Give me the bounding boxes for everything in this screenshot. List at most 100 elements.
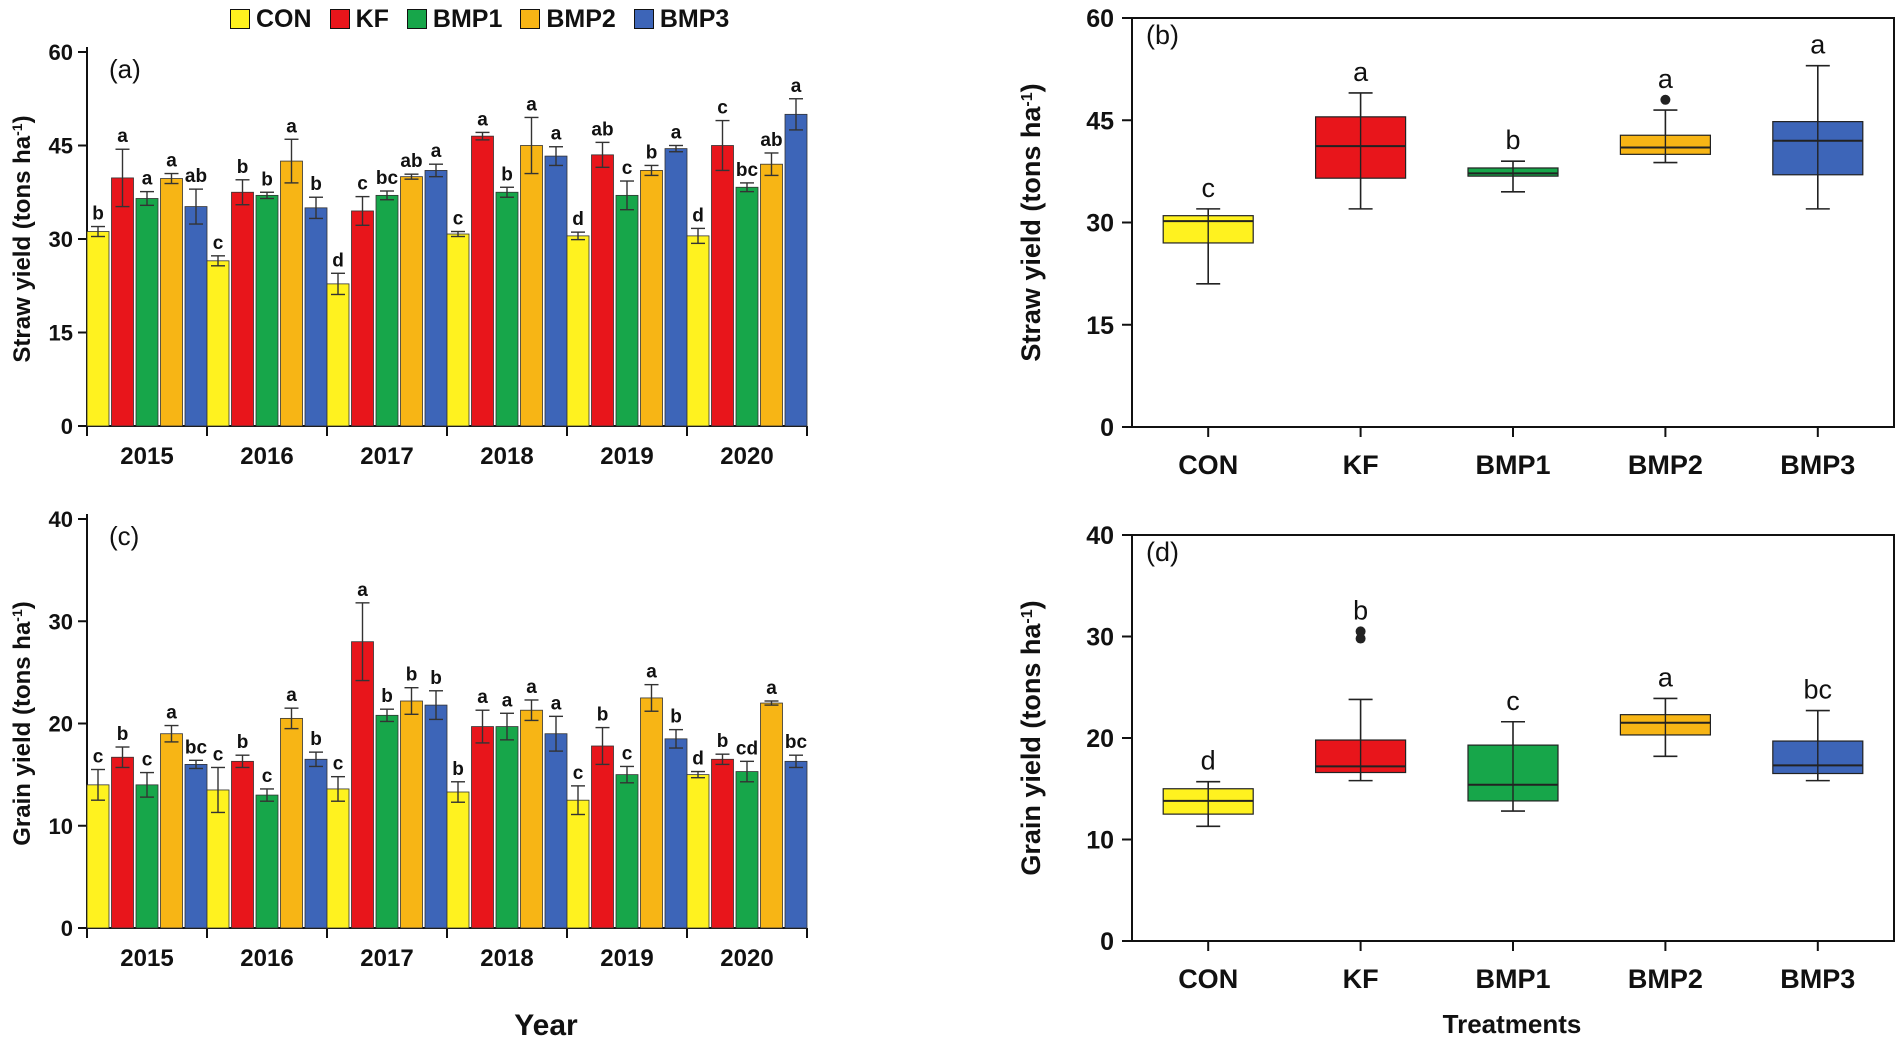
panel-c-bar-bmp2-2015 (160, 733, 183, 929)
legend-swatch-bmp1 (406, 9, 427, 29)
panel-c-sig-label-bmp1-2020: cd (736, 738, 758, 759)
panel-c-bar-bmp1-2019 (615, 774, 639, 929)
panel-b-x-tick-label-kf: KF (1343, 450, 1379, 480)
panel-d-x-tick-label-bmp3: BMP3 (1780, 964, 1855, 994)
panel-b-sig-label-bmp1: b (1505, 125, 1520, 155)
panel-a-bar-bmp1-2019 (615, 194, 639, 427)
panel-a-sig-label-kf-2015: a (117, 126, 128, 147)
panel-a-bar-bmp3-2016 (304, 207, 328, 427)
x-axis-title-treatments: Treatments (1443, 1009, 1582, 1039)
legend-label-kf: KF (355, 4, 389, 33)
panel-a-y-tick-label-15: 15 (49, 321, 73, 346)
panel-c-y-tick-label-0: 0 (61, 916, 73, 941)
panel-c-bar-bmp3-2015 (184, 764, 208, 929)
legend-label-con: CON (256, 4, 312, 33)
panel-a-sig-label-bmp2-2015: a (166, 151, 177, 172)
panel-c-bar-kf-2016 (231, 760, 254, 929)
panel-d-y-tick-label-0: 0 (1100, 928, 1114, 956)
panel-c-sig-label-bmp1-2016: c (262, 766, 273, 787)
panel-d-sig-label-bmp1: c (1506, 686, 1520, 716)
legend-label-bmp2: BMP2 (546, 4, 616, 33)
panel-c-sig-label-con-2018: b (452, 759, 464, 780)
panel-b-y-axis-title: Straw yield (tons ha-1) (1016, 83, 1046, 361)
panel-c-bar-bmp1-2015 (135, 784, 159, 929)
legend-item-con: CON (230, 5, 312, 34)
panel-b-x-tick-label-con: CON (1178, 450, 1238, 480)
panel-d-y-tick-label-20: 20 (1086, 725, 1114, 753)
panel-c-sig-label-kf-2020: b (717, 731, 729, 752)
panel-c-sig-label-bmp2-2016: a (286, 685, 297, 706)
legend-item-kf: KF (329, 4, 389, 34)
panel-c-bar-con-2019 (566, 799, 590, 929)
panel-c-bar-bmp2-2020 (760, 702, 783, 929)
panel-a-bar-kf-2020 (711, 145, 734, 427)
panel-c-bar-bmp2-2019 (640, 697, 663, 929)
panel-c-bar-kf-2020 (711, 758, 734, 929)
panel-c-sig-label-bmp3-2018: a (551, 693, 562, 714)
panel-a-bar-con-2017 (326, 283, 350, 427)
chart-legend: CON KF BMP1 BMP2 BMP3 (230, 2, 729, 36)
panel-c-x-tick-label-2018: 2018 (480, 945, 533, 972)
legend-swatch-con (230, 9, 250, 29)
panel-a-sig-label-con-2017: d (332, 250, 344, 271)
panel-c-x-tick-label-2015: 2015 (120, 945, 173, 972)
panel-c-sig-label-bmp1-2018: a (502, 690, 513, 711)
panel-a-panel-label: (a) (109, 54, 141, 84)
panel-a-sig-label-con-2016: c (213, 233, 224, 254)
panel-a-sig-label-bmp3-2016: b (310, 174, 322, 195)
panel-c-y-tick-label-20: 20 (49, 712, 73, 737)
panel-d-y-tick-label-40: 40 (1086, 522, 1114, 550)
panel-c-sig-label-bmp2-2017: b (406, 665, 418, 686)
panel-a-sig-label-con-2019: d (572, 209, 584, 230)
panel-b-x-tick-label-bmp1: BMP1 (1475, 450, 1550, 480)
panel-c-bar-con-2017 (326, 788, 350, 929)
panel-b-sig-label-bmp2: a (1658, 64, 1674, 94)
panel-b-sig-label-con: c (1201, 173, 1215, 203)
panel-a-bar-bmp2-2019 (640, 170, 663, 427)
legend-item-bmp1: BMP1 (406, 4, 503, 34)
panel-b-outlier-bmp2-0 (1660, 94, 1671, 105)
panel-a-sig-label-kf-2019: ab (591, 119, 613, 140)
panel-a-x-tick-label-2016: 2016 (240, 443, 293, 470)
panel-c-bar-bmp1-2017 (375, 714, 399, 929)
panel-a-sig-label-bmp2-2018: a (526, 94, 537, 115)
panel-a-y-tick-label-45: 45 (49, 134, 73, 159)
panel-a-bar-bmp2-2018 (520, 145, 543, 427)
panel-b-y-tick-label-15: 15 (1086, 312, 1114, 340)
panel-b-sig-label-kf: a (1353, 57, 1369, 87)
panel-c-bar-bmp2-2018 (520, 709, 543, 929)
panel-a-y-tick-label-0: 0 (61, 414, 73, 439)
panel-d-sig-label-con: d (1201, 746, 1216, 776)
panel-c-bar-bmp2-2016 (280, 717, 303, 929)
panel-d-sig-label-kf: b (1353, 595, 1368, 625)
panel-c-panel-label: (c) (109, 521, 139, 551)
panel-a-sig-label-bmp1-2019: c (622, 158, 633, 179)
panel-c-sig-label-kf-2016: b (237, 732, 249, 753)
panel-c-sig-label-bmp1-2019: c (622, 743, 633, 764)
panel-a-bar-bmp1-2017 (375, 194, 399, 427)
panel-c-bar-kf-2018 (471, 726, 494, 929)
panel-b-panel-label: (b) (1146, 20, 1179, 50)
panel-a-sig-label-bmp3-2017: a (431, 141, 442, 162)
panel-b-x-tick-label-bmp3: BMP3 (1780, 450, 1855, 480)
panel-a-bar-bmp2-2020 (760, 163, 783, 427)
panel-c-sig-label-con-2020: d (692, 749, 704, 770)
panel-c-y-tick-label-40: 40 (49, 507, 73, 532)
legend-item-bmp3: BMP3 (633, 4, 730, 34)
legend-swatch-kf (329, 9, 350, 29)
panel-c-sig-label-bmp3-2015: bc (185, 737, 208, 758)
panel-a-sig-label-bmp2-2020: ab (760, 130, 782, 151)
panel-c-sig-label-bmp2-2015: a (166, 703, 177, 724)
panel-b-x-tick-label-bmp2: BMP2 (1628, 450, 1703, 480)
panel-c-sig-label-bmp3-2020: bc (785, 732, 808, 753)
legend-label-bmp1: BMP1 (432, 4, 503, 33)
panel-c-sig-label-kf-2019: b (597, 705, 609, 726)
panel-c-sig-label-kf-2017: a (357, 580, 368, 601)
panel-a-sig-label-bmp1-2020: bc (736, 160, 759, 181)
legend-label-bmp3: BMP3 (659, 4, 730, 33)
panel-c-sig-label-kf-2018: a (477, 687, 488, 708)
panel-a-bar-bmp3-2015 (184, 206, 208, 427)
panel-a-bar-con-2015 (86, 231, 110, 427)
